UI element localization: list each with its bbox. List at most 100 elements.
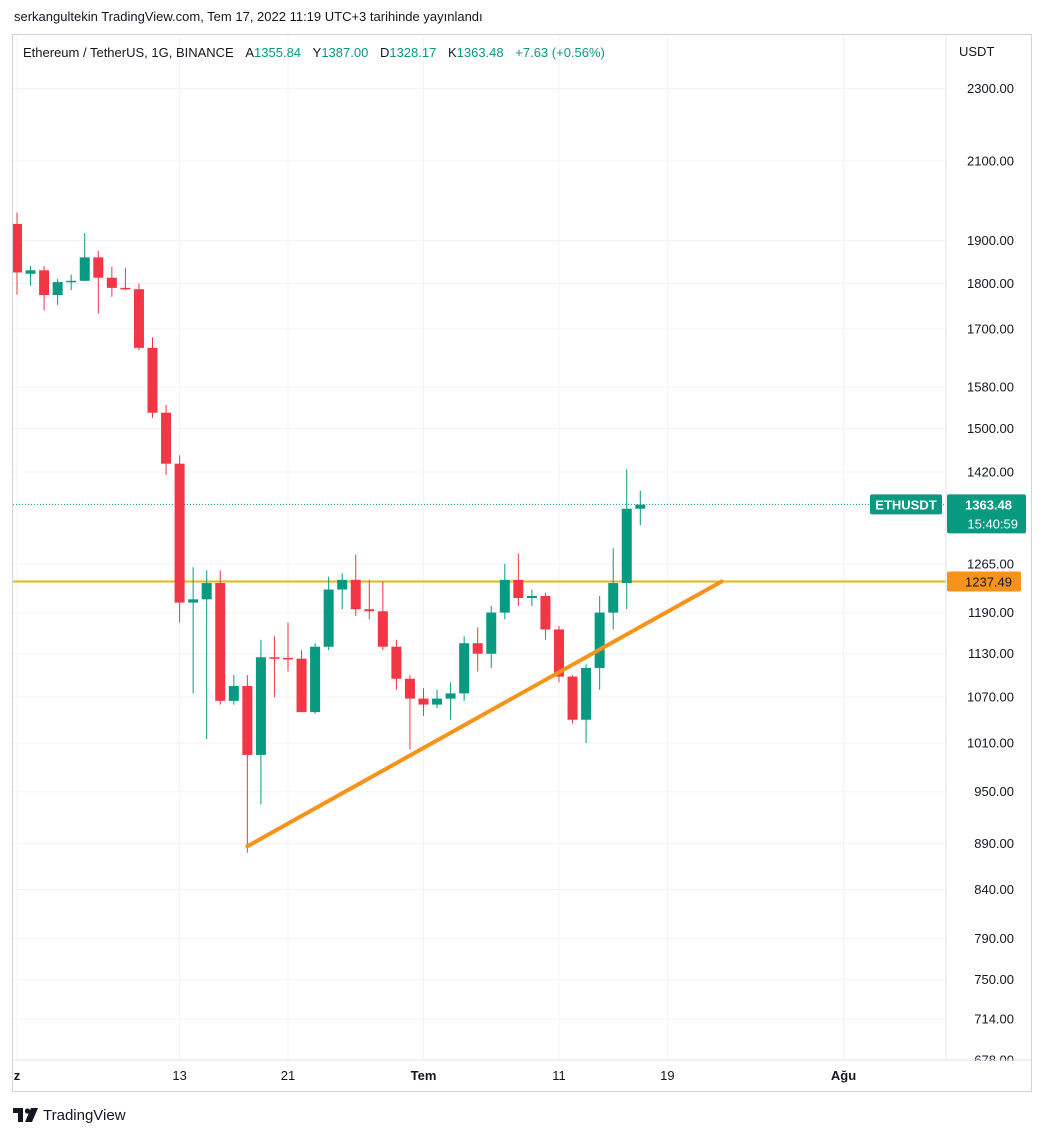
axis-mask: [946, 1061, 1031, 1091]
candle-body: [296, 658, 307, 713]
y-tick-label: 950.00: [974, 784, 1014, 799]
candle-body: [635, 504, 646, 509]
y-tick-label: 1500.00: [967, 421, 1014, 436]
last-price-tag-bg: [947, 494, 1026, 534]
axis-layer: 2300.00 2100.00 1900.00 1800.00 1700.00 1580.…: [13, 35, 1031, 1091]
last-price-tag-text: 1363.48: [965, 497, 1012, 512]
candle-body: [147, 347, 158, 413]
x-tick-label: 13: [172, 1068, 186, 1083]
legend-high-value: 1387.00: [321, 45, 369, 60]
y-tick-label: 1265.00: [967, 556, 1014, 571]
candle-body: [283, 657, 293, 660]
y-tick-label: 890.00: [974, 836, 1014, 851]
candle-body: [459, 643, 470, 694]
y-tick-label: 1070.00: [967, 690, 1014, 705]
price-tags: ETHUSDT 1363.48 15:40:59 1237.49: [870, 494, 1026, 592]
level-tag-bg: [947, 571, 1021, 592]
candle-body: [581, 667, 592, 720]
candle-body: [188, 599, 199, 603]
x-tick-label: Tem: [411, 1068, 437, 1083]
candle-body: [106, 277, 117, 288]
legend-symbol[interactable]: Ethereum / TetherUS, 1G, BINANCE: [23, 45, 234, 60]
candle-body: [255, 657, 266, 755]
y-tick-label: 2100.00: [967, 153, 1014, 168]
candle-body: [269, 657, 280, 659]
y-tick-label: 790.00: [974, 931, 1014, 946]
legend-low-label: D: [379, 45, 390, 60]
candle-body: [174, 463, 185, 603]
candle-body: [526, 596, 537, 599]
candle-body: [391, 646, 402, 679]
candle-body: [445, 693, 456, 699]
y-tick-label: 1130.00: [968, 646, 1014, 661]
candle-body: [513, 579, 524, 599]
candle-body: [242, 686, 253, 755]
candle-body: [608, 583, 619, 613]
candle-body: [201, 583, 212, 600]
candle-body: [594, 612, 605, 668]
candle-body: [350, 579, 361, 610]
ticker-tag-text: ETHUSDT: [875, 497, 936, 512]
candle-body: [161, 412, 172, 464]
y-tick-label: 1700.00: [967, 321, 1014, 336]
candle-body: [25, 270, 36, 274]
candle-body: [323, 589, 334, 647]
trend-line-layer: [245, 579, 724, 849]
countdown-tag-text: 15:40:59: [967, 516, 1018, 531]
ohlc-legend: Ethereum / TetherUS, 1G, BINANCE A1355.8…: [23, 45, 605, 60]
y-tick-label: 1010.00: [967, 736, 1014, 751]
ticker-tag-bg: [870, 494, 942, 515]
legend-close-value: 1363.48: [456, 45, 504, 60]
y-tick-label: 714.00: [974, 1011, 1014, 1026]
candle-body: [377, 611, 388, 647]
candle-body: [621, 508, 632, 584]
y-tick-label: 1900.00: [967, 233, 1014, 248]
axis-currency-label: USDT: [959, 44, 995, 59]
grid-layer: [13, 35, 946, 1060]
legend-high-label: Y: [312, 45, 322, 60]
chart-frame: [12, 34, 1032, 1092]
candle-body: [13, 223, 22, 273]
y-tick-label: 1800.00: [967, 276, 1014, 291]
y-tick-label: 840.00: [974, 882, 1014, 897]
candle-body: [79, 257, 90, 281]
x-tick-label: Ağu: [831, 1068, 856, 1083]
candle-body: [499, 579, 510, 613]
candle-body: [133, 289, 144, 348]
candle-body: [432, 698, 443, 705]
y-tick-label: 1420.00: [967, 465, 1014, 480]
legend-open-label: A: [245, 45, 255, 60]
candle-body: [66, 280, 77, 283]
x-tick-label: 11: [552, 1068, 566, 1083]
x-tick-label: 19: [660, 1068, 674, 1083]
brand-name: TradingView: [43, 1106, 126, 1124]
tradingview-logo[interactable]: TradingView: [13, 1104, 126, 1126]
ascending-trend-line: [245, 579, 724, 849]
y-tick-label: 1190.00: [968, 605, 1014, 620]
candle-body: [404, 678, 415, 699]
tradingview-icon: [13, 1108, 38, 1122]
legend-close-label: K: [447, 45, 457, 60]
candle-body: [486, 612, 497, 654]
candle-body: [364, 609, 375, 612]
candle-body: [120, 287, 131, 290]
legend-low-value: 1328.17: [389, 45, 437, 60]
y-tick-label: 750.00: [974, 972, 1014, 987]
x-tick-label: 21: [281, 1068, 295, 1083]
horizontal-levels: [13, 503, 946, 583]
candle-body: [93, 257, 104, 278]
candle-body: [39, 270, 50, 296]
y-tick-label: 2300.00: [967, 81, 1014, 96]
publish-caption: serkangultekin TradingView.com, Tem 17, …: [14, 9, 483, 24]
candle-body: [228, 686, 239, 701]
x-tick-label: z: [14, 1068, 21, 1083]
candle-body: [310, 646, 321, 713]
legend-open-value: 1355.84: [254, 45, 302, 60]
candle-body: [554, 629, 564, 677]
candle-body: [540, 596, 551, 630]
legend-change: +7.63 (+0.56%): [515, 45, 605, 60]
y-tick-label: 1580.00: [967, 380, 1014, 395]
candles-layer: [13, 212, 646, 853]
candle-body: [418, 698, 429, 705]
